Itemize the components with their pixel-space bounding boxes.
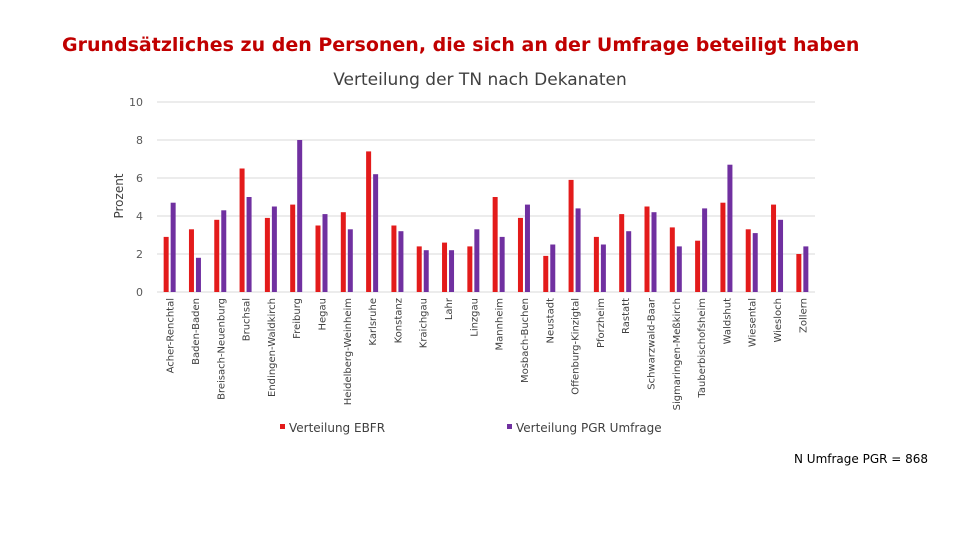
category-label: Freiburg (292, 298, 303, 339)
y-tick-labels: 0 2 4 6 8 10 (129, 96, 143, 299)
bar-pgr (550, 244, 556, 292)
bar-pgr (626, 231, 632, 292)
bar-ebfr (214, 219, 220, 292)
bar-pgr (170, 202, 176, 292)
category-label: Baden-Baden (191, 298, 202, 365)
bar-pgr (524, 204, 530, 292)
category-label: Breisach-Neuenburg (216, 298, 227, 400)
bar-pgr (195, 257, 201, 292)
bar-pgr (778, 219, 784, 292)
category-label: Pforzheim (596, 298, 607, 348)
category-label: Offenburg-Kinzigtal (571, 298, 582, 395)
bar-pgr (347, 229, 353, 292)
bar-pgr (803, 246, 809, 292)
bar-ebfr (644, 206, 650, 292)
category-label: Neustadt (545, 298, 556, 344)
category-label: Bruchsal (242, 298, 253, 341)
bar-ebfr (745, 229, 751, 292)
bar-pgr (373, 174, 379, 292)
category-label: Mannheim (495, 298, 506, 350)
category-label: Tauberbischofsheim (697, 298, 708, 399)
legend-swatch (280, 424, 285, 429)
bar-ebfr (669, 227, 675, 292)
bar-pgr (322, 214, 328, 292)
gridlines (157, 101, 815, 293)
bar-ebfr (492, 197, 498, 292)
sample-size-note: N Umfrage PGR = 868 (794, 452, 929, 466)
bar-pgr (499, 236, 505, 292)
category-label: Wiesental (748, 298, 759, 347)
category-label: Hegau (318, 298, 329, 331)
bar-pgr (702, 208, 708, 292)
bar-pgr (246, 197, 252, 292)
bar-ebfr (366, 151, 372, 292)
bar-pgr (398, 231, 404, 292)
bar-pgr (297, 140, 303, 292)
bar-ebfr (188, 229, 194, 292)
category-labels: Acher-Renchtal Baden-Baden Breisach-Neuenb… (166, 297, 810, 410)
slide-heading: Grundsätzliches zu den Personen, die sic… (62, 34, 860, 56)
category-label: Karlsruhe (368, 298, 379, 346)
bar-pgr (651, 212, 657, 292)
category-label: Sigmaringen-Meßkirch (672, 298, 683, 410)
bar-pgr (575, 208, 581, 292)
legend: Verteilung EBFR Verteilung PGR Umfrage (280, 421, 662, 435)
bar-pgr (221, 210, 227, 292)
bar-ebfr (619, 214, 625, 292)
bar-ebfr (290, 204, 296, 292)
bar-ebfr (442, 242, 448, 292)
y-tick-label: 6 (136, 172, 143, 185)
bar-ebfr (543, 255, 549, 292)
y-tick-label: 8 (136, 134, 143, 147)
bar-pgr (676, 246, 682, 292)
bar-ebfr (340, 212, 346, 292)
bar-pgr (474, 229, 480, 292)
bar-ebfr (593, 236, 599, 292)
y-tick-label: 2 (136, 248, 143, 261)
category-label: Lahr (444, 297, 455, 320)
bar-pgr (600, 244, 606, 292)
category-label: Kraichgau (419, 298, 430, 348)
bar-ebfr (391, 225, 397, 292)
chart-title: Verteilung der TN nach Dekanaten (333, 70, 627, 90)
category-label: Schwarzwald-Baar (647, 297, 658, 390)
category-label: Mosbach-Buchen (520, 298, 531, 383)
category-label: Heidelberg-Weinheim (343, 298, 354, 405)
bar-pgr (752, 233, 758, 292)
bar-ebfr (720, 202, 726, 292)
bar-ebfr (568, 179, 574, 292)
category-label: Rastatt (621, 298, 632, 334)
bar-ebfr (315, 225, 321, 292)
legend-label: Verteilung EBFR (289, 421, 385, 435)
bar-ebfr (771, 204, 777, 292)
bar-ebfr (416, 246, 422, 292)
category-label: Konstanz (393, 298, 404, 343)
bars (163, 140, 809, 292)
legend-swatch (507, 424, 512, 429)
bar-pgr (271, 206, 277, 292)
legend-label: Verteilung PGR Umfrage (516, 421, 662, 435)
category-label: Zollern (798, 298, 809, 333)
category-label: Waldshut (722, 298, 733, 344)
bar-ebfr (239, 168, 245, 292)
y-tick-label: 10 (129, 96, 143, 109)
bar-pgr (727, 164, 733, 292)
category-label: Linzgau (469, 298, 480, 337)
category-label: Wiesloch (773, 298, 784, 343)
bar-ebfr (163, 236, 169, 292)
bar-pgr (449, 250, 455, 292)
bar-ebfr (517, 217, 523, 292)
category-label: Acher-Renchtal (166, 298, 177, 373)
bar-ebfr (264, 217, 270, 292)
bar-pgr (423, 250, 429, 292)
y-axis-title: Prozent (112, 173, 126, 218)
bar-ebfr (467, 246, 473, 292)
y-tick-label: 4 (136, 210, 143, 223)
category-label: Endingen-Waldkirch (267, 298, 278, 397)
y-tick-label: 0 (136, 286, 143, 299)
bar-ebfr (796, 254, 802, 292)
bar-ebfr (695, 240, 701, 292)
